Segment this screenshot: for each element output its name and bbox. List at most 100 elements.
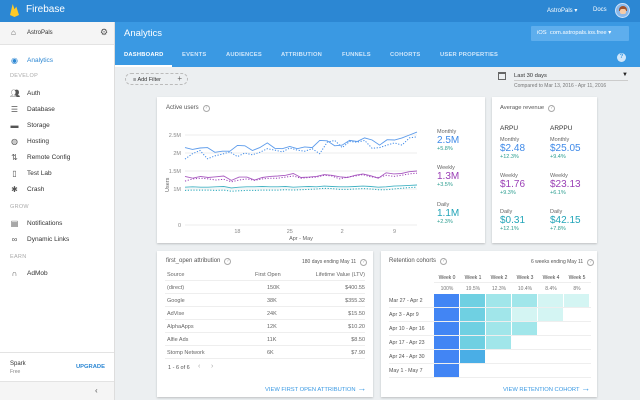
- section-develop: DEVELOP: [10, 73, 39, 79]
- retention-cell[interactable]: [434, 350, 459, 363]
- arrow-right-icon: →: [357, 383, 367, 393]
- card-title: Average revenue?: [500, 105, 556, 112]
- retention-cell[interactable]: [512, 308, 537, 321]
- plan-section: Spark Free UPGRADE: [0, 352, 114, 380]
- y-tick-label: 1M: [173, 187, 181, 193]
- date-range-label: 180 days ending May 11?: [302, 259, 368, 266]
- sidebar-item-hosting[interactable]: ◍ Hosting: [11, 136, 50, 146]
- view-attribution-link[interactable]: VIEW FIRST OPEN ATTRIBUTION →: [265, 383, 367, 393]
- app-selector[interactable]: iOS com.astropals.ios.free ▾: [531, 26, 629, 41]
- series-line-4: [184, 184, 418, 189]
- retention-cell[interactable]: [460, 350, 485, 363]
- week-header: Week 1: [464, 275, 482, 281]
- page-title: Analytics: [124, 28, 163, 39]
- table-row[interactable]: Alfie Ads 11K $8.50: [165, 333, 365, 346]
- series-line-0: [184, 131, 418, 153]
- sidebar-item-auth[interactable]: 👥︎ Auth: [10, 88, 41, 98]
- cohort-label: Mar 27 - Apr 2: [389, 298, 423, 304]
- sidebar-item-notifications[interactable]: ▤ Notifications: [10, 218, 63, 228]
- project-name: AstroPals: [27, 30, 53, 36]
- week-header: Week 5: [568, 275, 586, 281]
- settings-gear-icon[interactable]: ⚙: [100, 27, 109, 37]
- retention-cell[interactable]: [434, 322, 459, 335]
- folder-icon: ▬: [10, 120, 19, 130]
- tab-attribution[interactable]: ATTRIBUTION: [281, 52, 323, 58]
- retention-cell[interactable]: [486, 294, 511, 307]
- help-icon[interactable]: ?: [548, 105, 556, 112]
- retention-cell[interactable]: [538, 308, 563, 321]
- table-row[interactable]: AdVise 24K $15.50: [165, 307, 365, 320]
- revenue-column-head: ARPU: [500, 125, 519, 132]
- retention-cell[interactable]: [460, 308, 485, 321]
- sidebar-item-database[interactable]: ☰ Database: [10, 104, 55, 114]
- table-row[interactable]: Google 38K $355.32: [165, 294, 365, 307]
- y-tick-label: 1.5M: [169, 169, 182, 175]
- table-row[interactable]: AlphaApps 12K $10.20: [165, 320, 365, 333]
- sidebar-item-dynamic-links[interactable]: ∞ Dynamic Links: [11, 234, 70, 244]
- active-tab-indicator: [115, 65, 172, 67]
- sidebar-item-storage[interactable]: ▬ Storage: [10, 120, 50, 130]
- avatar[interactable]: [615, 3, 630, 18]
- retention-cell[interactable]: [460, 336, 485, 349]
- next-page-icon[interactable]: ›: [211, 363, 214, 370]
- upgrade-button[interactable]: UPGRADE: [76, 364, 105, 370]
- sidebar-item-crash[interactable]: ✱ Crash: [11, 184, 45, 194]
- retention-cell[interactable]: [538, 294, 563, 307]
- retention-cell[interactable]: [486, 336, 511, 349]
- retention-cell[interactable]: [460, 322, 485, 335]
- tab-user-properties[interactable]: USER PROPERTIES: [440, 52, 499, 58]
- help-icon[interactable]: ?: [617, 53, 626, 62]
- help-icon[interactable]: ?: [202, 105, 210, 112]
- series-line-3: [184, 172, 418, 183]
- sidebar-item-remote-config[interactable]: ⇅ Remote Config: [11, 152, 71, 162]
- retention-cell[interactable]: [434, 308, 459, 321]
- sidebar-item-admob[interactable]: ∩ AdMob: [11, 268, 48, 278]
- help-icon[interactable]: ?: [224, 258, 232, 265]
- table-row[interactable]: (direct) 150K $400.55: [165, 281, 365, 294]
- week-average: 8.4%: [545, 286, 557, 292]
- retention-cell[interactable]: [486, 322, 511, 335]
- collapse-sidebar-button[interactable]: ‹: [0, 381, 114, 400]
- tab-funnels[interactable]: FUNNELS: [342, 52, 371, 58]
- y-tick-label: 0: [178, 223, 181, 229]
- tab-cohorts[interactable]: COHORTS: [390, 52, 421, 58]
- sidebar-item-test-lab[interactable]: ▯ Test Lab: [0, 165, 114, 181]
- card-title: first_open attribution?: [166, 258, 232, 265]
- help-icon[interactable]: ?: [360, 259, 368, 266]
- project-switcher[interactable]: AstroPals ▾: [547, 7, 577, 14]
- remote-config-icon: ⇅: [11, 152, 18, 162]
- add-filter-button[interactable]: ≡ Add Filter +: [125, 73, 188, 85]
- prev-page-icon[interactable]: ‹: [198, 363, 201, 370]
- table-row[interactable]: Stomp Network 6K $7.90: [165, 346, 365, 359]
- x-axis-label: Apr - May: [289, 236, 313, 242]
- cohort-label: Apr 17 - Apr 23: [389, 340, 425, 346]
- retention-cell[interactable]: [434, 336, 459, 349]
- cohort-label: Apr 3 - Apr 9: [389, 312, 419, 318]
- admob-icon: ∩: [11, 268, 18, 278]
- retention-cell[interactable]: [512, 322, 537, 335]
- week-average: 100%: [440, 286, 454, 292]
- tab-dashboard[interactable]: DASHBOARD: [124, 52, 164, 58]
- plan-name: Spark: [10, 361, 26, 367]
- date-range-selector[interactable]: Last 30 days ▼ Compared to Mar 13, 2016 …: [498, 71, 630, 93]
- sidebar-item-analytics[interactable]: ◉ Analytics: [11, 55, 54, 65]
- view-retention-link[interactable]: VIEW RETENTION COHORT →: [503, 383, 591, 393]
- revenue-stat: Monthly $25.05 +9.4%: [550, 137, 581, 160]
- week-average: 19.5%: [465, 286, 481, 292]
- revenue-stat: Monthly $2.48 +12.3%: [500, 137, 526, 160]
- chevron-down-icon: ▾: [608, 30, 612, 36]
- retention-cell[interactable]: [512, 294, 537, 307]
- retention-cell[interactable]: [486, 308, 511, 321]
- help-icon[interactable]: ?: [440, 258, 448, 265]
- retention-cell[interactable]: [564, 294, 589, 307]
- tab-events[interactable]: EVENTS: [182, 52, 207, 58]
- help-icon[interactable]: ?: [587, 259, 595, 266]
- tab-audiences[interactable]: AUDIENCES: [226, 52, 262, 58]
- sidebar: ⌂ AstroPals ⚙ ◉ Analytics DEVELOP 👥︎ Auth …: [0, 22, 115, 400]
- docs-link[interactable]: Docs: [593, 7, 607, 13]
- project-row[interactable]: ⌂ AstroPals ⚙: [0, 22, 114, 45]
- retention-cell[interactable]: [434, 364, 459, 377]
- retention-cell[interactable]: [460, 294, 485, 307]
- retention-cell[interactable]: [434, 294, 459, 307]
- legend-monthly: Monthly 2.5M +5.8%: [437, 129, 460, 152]
